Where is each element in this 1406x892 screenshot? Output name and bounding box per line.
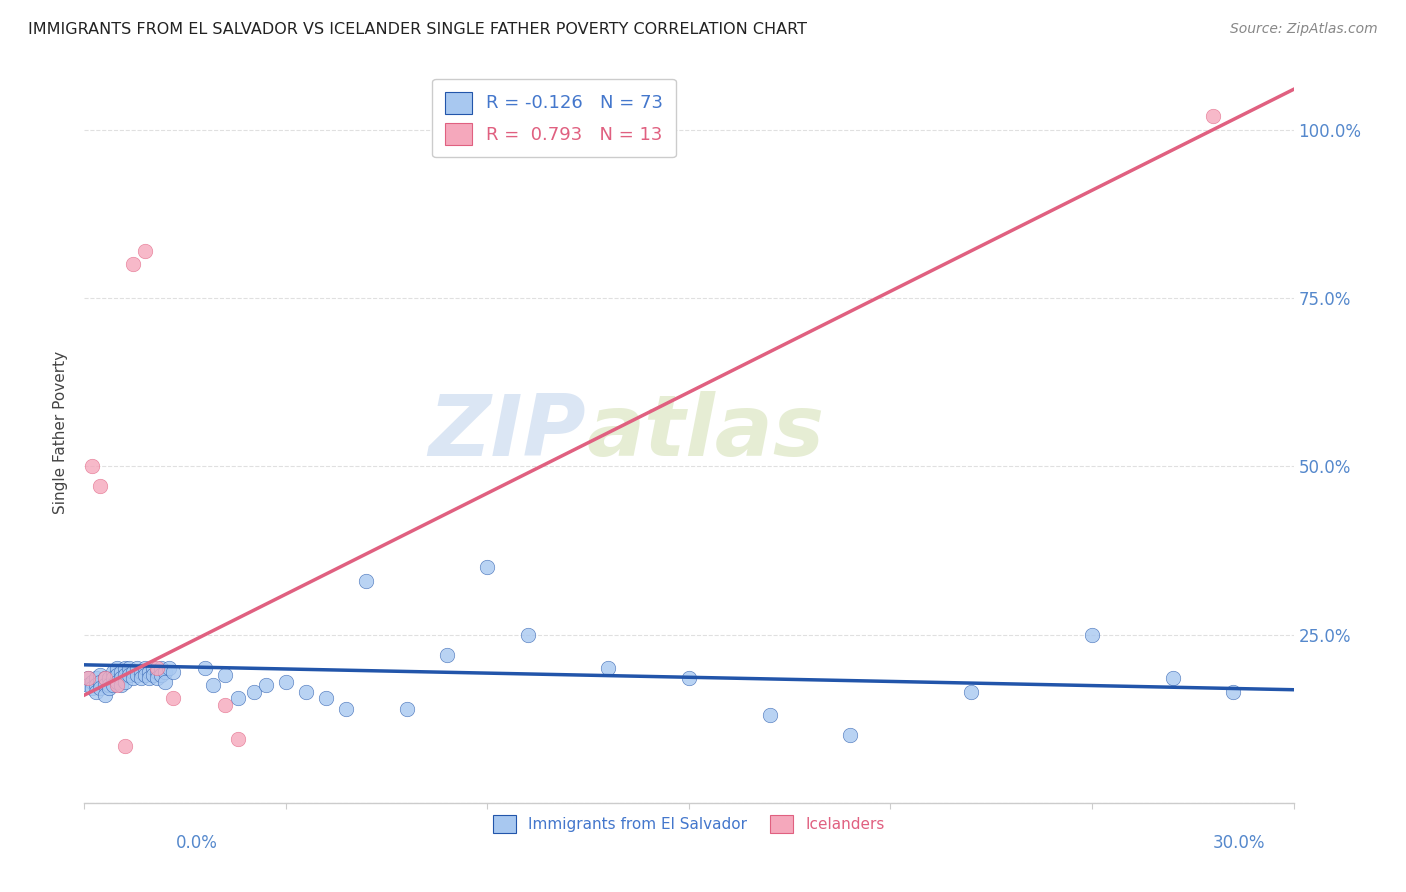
Point — [114, 668, 136, 682]
Point — [162, 665, 184, 679]
Text: 0.0%: 0.0% — [176, 834, 218, 852]
Point — [121, 257, 143, 271]
Point — [395, 701, 418, 715]
Text: atlas: atlas — [586, 391, 824, 475]
Text: 30.0%: 30.0% — [1213, 834, 1265, 852]
Point — [129, 671, 152, 685]
Point — [121, 671, 143, 685]
Point — [149, 661, 172, 675]
Point — [149, 668, 172, 682]
Point — [110, 678, 132, 692]
Point — [516, 627, 538, 641]
Point — [214, 698, 236, 713]
Point — [101, 678, 124, 692]
Point — [274, 674, 297, 689]
Point — [134, 668, 156, 682]
Point — [89, 674, 111, 689]
Point — [146, 671, 169, 685]
Text: ZIP: ZIP — [429, 391, 586, 475]
Y-axis label: Single Father Poverty: Single Father Poverty — [53, 351, 69, 514]
Point — [105, 674, 128, 689]
Point — [89, 479, 111, 493]
Point — [295, 685, 318, 699]
Point — [93, 671, 115, 685]
Point — [97, 671, 120, 685]
Point — [960, 685, 983, 699]
Point — [758, 708, 780, 723]
Point — [105, 668, 128, 682]
Point — [146, 661, 169, 675]
Point — [89, 681, 111, 696]
Point — [1081, 627, 1104, 641]
Point — [138, 665, 160, 679]
Point — [110, 671, 132, 685]
Point — [114, 674, 136, 689]
Point — [678, 671, 700, 685]
Point — [142, 661, 165, 675]
Point — [134, 244, 156, 258]
Point — [118, 668, 141, 682]
Point — [93, 671, 115, 685]
Point — [86, 671, 108, 685]
Point — [93, 678, 115, 692]
Point — [86, 685, 108, 699]
Point — [125, 661, 148, 675]
Point — [1222, 685, 1244, 699]
Point — [315, 691, 337, 706]
Point — [82, 459, 104, 474]
Point — [101, 665, 124, 679]
Point — [254, 678, 277, 692]
Point — [146, 665, 169, 679]
Point — [82, 674, 104, 689]
Point — [153, 674, 176, 689]
Point — [1202, 109, 1225, 123]
Point — [226, 691, 249, 706]
Point — [97, 678, 120, 692]
Point — [86, 678, 108, 692]
Text: Source: ZipAtlas.com: Source: ZipAtlas.com — [1230, 22, 1378, 37]
Point — [226, 731, 249, 746]
Point — [118, 661, 141, 675]
Point — [97, 681, 120, 696]
Point — [77, 671, 100, 685]
Point — [77, 678, 100, 692]
Point — [356, 574, 378, 588]
Point — [162, 691, 184, 706]
Point — [242, 685, 264, 699]
Point — [142, 668, 165, 682]
Point — [121, 665, 143, 679]
Point — [157, 661, 180, 675]
Point — [335, 701, 357, 715]
Point — [105, 661, 128, 675]
Point — [129, 665, 152, 679]
Point — [839, 729, 862, 743]
Point — [101, 671, 124, 685]
Point — [93, 688, 115, 702]
Point — [89, 668, 111, 682]
Point — [598, 661, 620, 675]
Legend: Immigrants from El Salvador, Icelanders: Immigrants from El Salvador, Icelanders — [486, 809, 891, 839]
Point — [138, 671, 160, 685]
Point — [477, 560, 499, 574]
Point — [77, 671, 100, 685]
Point — [436, 648, 458, 662]
Point — [114, 661, 136, 675]
Point — [1161, 671, 1184, 685]
Point — [153, 665, 176, 679]
Text: IMMIGRANTS FROM EL SALVADOR VS ICELANDER SINGLE FATHER POVERTY CORRELATION CHART: IMMIGRANTS FROM EL SALVADOR VS ICELANDER… — [28, 22, 807, 37]
Point — [82, 681, 104, 696]
Point — [110, 665, 132, 679]
Point — [105, 678, 128, 692]
Point — [202, 678, 225, 692]
Point — [214, 668, 236, 682]
Point — [125, 668, 148, 682]
Point — [114, 739, 136, 753]
Point — [134, 661, 156, 675]
Point — [194, 661, 217, 675]
